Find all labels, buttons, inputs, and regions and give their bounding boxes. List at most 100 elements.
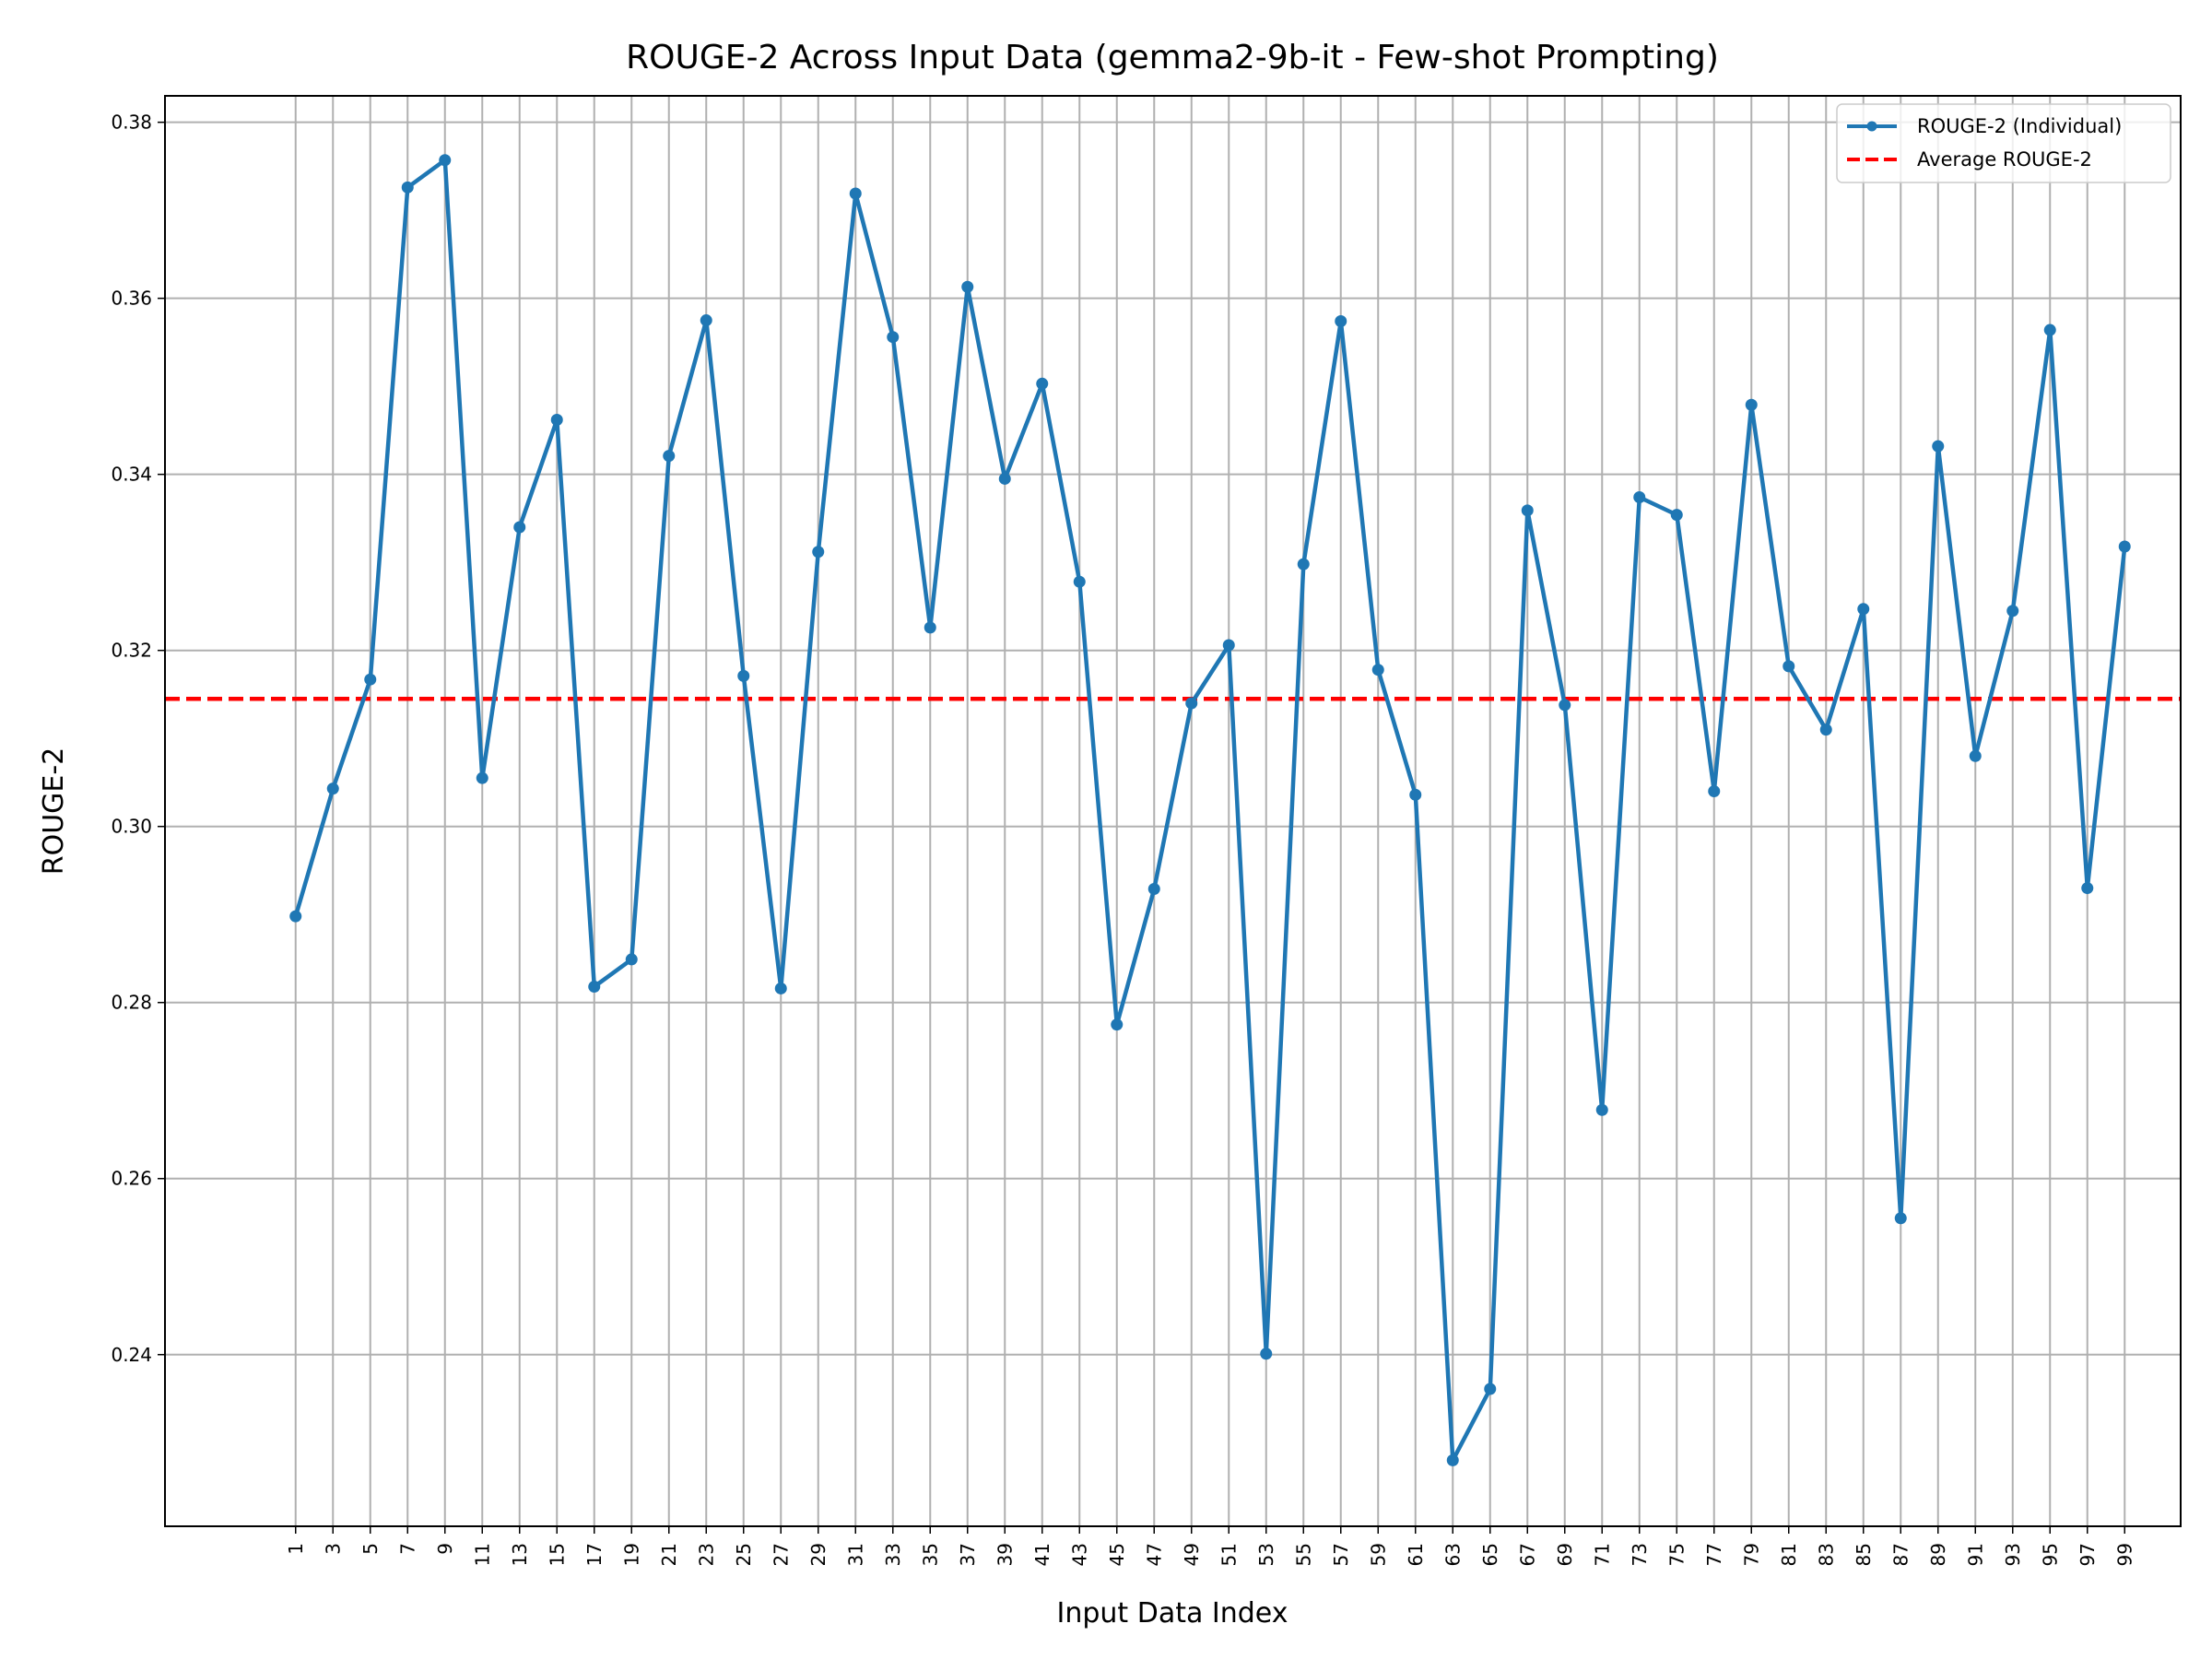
legend-box <box>1836 103 2171 183</box>
data-point <box>887 331 900 344</box>
data-point <box>1969 749 1982 762</box>
data-point <box>1670 509 1683 522</box>
x-tick-label: 87 <box>1889 1543 1912 1566</box>
data-point <box>1595 1103 1608 1116</box>
x-tick-label: 13 <box>509 1543 531 1566</box>
x-tick-label: 3 <box>322 1543 344 1555</box>
data-point <box>289 910 302 923</box>
y-tick-label: 0.26 <box>111 1168 152 1190</box>
x-tick-label: 99 <box>2113 1543 2136 1566</box>
x-tick-label: 85 <box>1853 1543 1875 1566</box>
x-tick-label: 15 <box>546 1543 568 1566</box>
y-tick-label: 0.30 <box>111 816 152 838</box>
x-tick-label: 91 <box>1964 1543 1986 1566</box>
data-point <box>1073 575 1086 588</box>
data-point <box>1559 699 1571 712</box>
y-tick-label: 0.28 <box>111 992 152 1014</box>
data-point <box>550 413 563 426</box>
x-tick-label: 47 <box>1143 1543 1165 1566</box>
x-tick-label: 45 <box>1106 1543 1128 1566</box>
data-point <box>924 621 936 634</box>
data-point <box>1484 1382 1497 1395</box>
x-tick-label: 1 <box>285 1543 307 1555</box>
x-tick-label: 9 <box>434 1543 456 1555</box>
x-axis-ticks: 1 3 5 7 9 11 13 15 17 19 21 23 25 27 29 31 33 35 37 39 41 43 4… <box>285 1526 2136 1566</box>
x-tick-label: 65 <box>1479 1543 1501 1566</box>
x-tick-label: 21 <box>658 1543 680 1566</box>
y-axis-label: ROUGE-2 <box>38 747 70 876</box>
data-point <box>1932 440 1945 453</box>
x-tick-label: 25 <box>733 1543 755 1566</box>
x-tick-label: 67 <box>1516 1543 1538 1566</box>
data-point <box>998 472 1011 485</box>
data-point <box>476 771 488 784</box>
data-point <box>1036 377 1049 390</box>
data-point <box>1745 398 1758 411</box>
x-tick-label: 73 <box>1629 1543 1651 1566</box>
x-tick-label: 95 <box>2039 1543 2061 1566</box>
y-tick-label: 0.36 <box>111 288 152 310</box>
data-point <box>2118 540 2131 553</box>
legend-label-average: Average ROUGE-2 <box>1917 148 2092 171</box>
x-tick-label: 57 <box>1330 1543 1352 1566</box>
x-tick-label: 61 <box>1405 1543 1427 1566</box>
data-point <box>1708 785 1721 798</box>
x-tick-label: 51 <box>1218 1543 1240 1566</box>
chart-title: ROUGE-2 Across Input Data (gemma2-9b-it … <box>626 39 1719 76</box>
x-tick-label: 39 <box>994 1543 1016 1566</box>
series-layer <box>289 154 2131 1466</box>
data-point <box>364 673 377 686</box>
x-tick-label: 7 <box>396 1543 418 1555</box>
data-point <box>700 314 712 327</box>
x-tick-label: 31 <box>844 1543 866 1566</box>
x-tick-label: 49 <box>1181 1543 1203 1566</box>
x-tick-label: 29 <box>807 1543 830 1566</box>
data-point <box>1111 1018 1124 1031</box>
data-point <box>812 546 825 559</box>
data-point <box>1894 1212 1907 1225</box>
x-tick-label: 55 <box>1292 1543 1314 1566</box>
data-point <box>849 187 862 200</box>
data-point <box>439 154 452 167</box>
data-point <box>1857 603 1870 616</box>
x-tick-label: 19 <box>620 1543 642 1566</box>
x-tick-label: 83 <box>1815 1543 1837 1566</box>
x-tick-label: 75 <box>1665 1543 1688 1566</box>
x-tick-label: 27 <box>770 1543 792 1566</box>
y-axis-ticks: 0.24 0.26 0.28 0.30 0.32 0.34 0.36 0.38 <box>111 112 165 1366</box>
x-tick-label: 59 <box>1367 1543 1389 1566</box>
data-point <box>1819 724 1832 736</box>
legend: ROUGE-2 (Individual) Average ROUGE-2 <box>1836 103 2171 183</box>
data-point <box>1147 883 1160 896</box>
data-point <box>737 669 750 682</box>
data-point <box>1446 1453 1459 1466</box>
plot-area-frame <box>164 95 2182 1527</box>
x-tick-label: 43 <box>1068 1543 1090 1566</box>
data-point <box>961 280 974 293</box>
data-point <box>2081 882 2094 895</box>
data-point <box>2043 324 2056 336</box>
x-tick-label: 33 <box>882 1543 904 1566</box>
x-tick-label: 17 <box>583 1543 606 1566</box>
data-point <box>513 521 526 534</box>
data-point <box>1335 314 1347 327</box>
data-point <box>1185 697 1198 710</box>
data-point <box>1409 788 1422 801</box>
data-point <box>1633 491 1646 504</box>
x-tick-label: 71 <box>1591 1543 1613 1566</box>
x-tick-label: 11 <box>471 1543 493 1566</box>
data-point <box>588 981 601 994</box>
y-tick-label: 0.34 <box>111 464 152 486</box>
grid-lines <box>165 96 2181 1526</box>
x-tick-label: 37 <box>957 1543 979 1566</box>
y-tick-label: 0.32 <box>111 640 152 662</box>
x-tick-label: 5 <box>359 1543 382 1555</box>
x-tick-label: 41 <box>1031 1543 1053 1566</box>
x-tick-label: 81 <box>1778 1543 1800 1566</box>
data-point <box>2006 605 2019 618</box>
x-tick-label: 79 <box>1740 1543 1762 1566</box>
legend-label-individual: ROUGE-2 (Individual) <box>1917 115 2122 137</box>
x-tick-label: 89 <box>1927 1543 1949 1566</box>
data-point <box>625 953 638 966</box>
